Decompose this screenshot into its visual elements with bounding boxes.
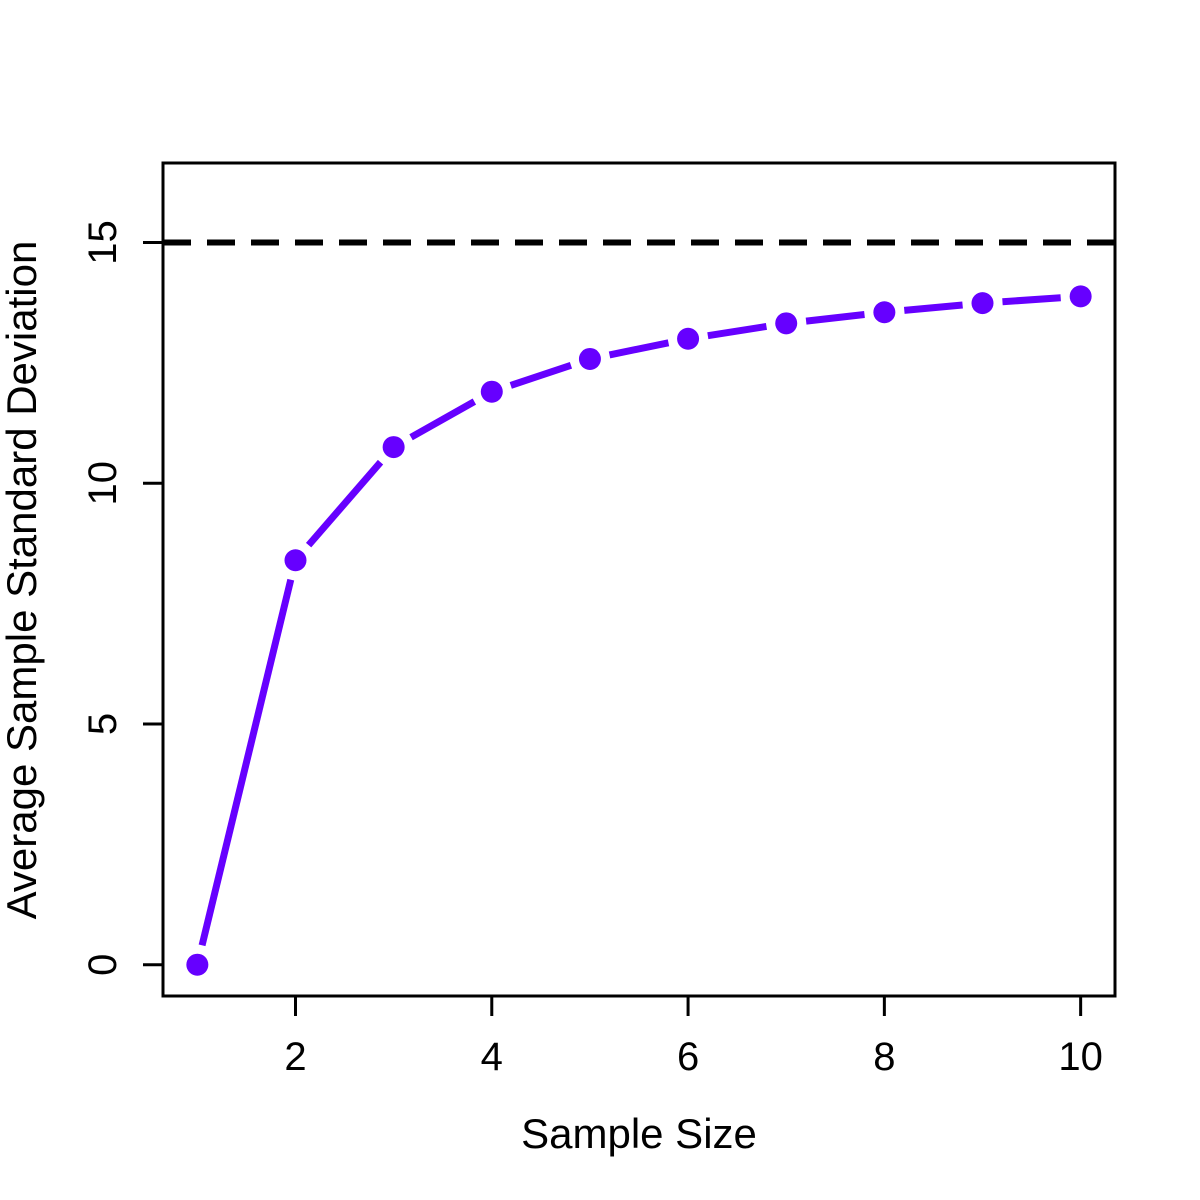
x-axis-title: Sample Size	[521, 1110, 757, 1157]
data-point	[775, 312, 798, 335]
series-line-segment	[509, 361, 573, 389]
series-line-segment	[903, 301, 963, 314]
series-line-segment	[305, 459, 384, 548]
series-line-segment	[805, 311, 865, 325]
marks-layer	[163, 239, 1115, 976]
data-point	[677, 327, 700, 350]
data-point	[873, 301, 896, 324]
x-tick-label: 4	[481, 1035, 503, 1079]
data-point	[578, 347, 601, 370]
data-point	[1069, 285, 1092, 308]
series-line-segment	[707, 322, 768, 340]
data-point	[971, 292, 994, 315]
axes-layer: 2 4 6 8 10 0 5 10 15	[81, 220, 1103, 1079]
y-tick-label: 5	[81, 713, 125, 735]
plot-frame	[161, 161, 1117, 998]
data-point	[382, 436, 405, 459]
data-point	[186, 953, 209, 976]
series-line-segment	[608, 339, 670, 359]
y-tick-label: 15	[81, 220, 125, 265]
x-tick-label: 6	[677, 1035, 699, 1079]
y-tick-label: 0	[81, 954, 125, 976]
x-tick-label: 2	[284, 1035, 306, 1079]
series-line-segment	[1002, 294, 1061, 306]
x-tick-label: 10	[1058, 1035, 1103, 1079]
series-line-segment	[198, 578, 295, 947]
y-axis-title: Average Sample Standard Deviation	[0, 241, 45, 920]
y-tick-label: 10	[81, 461, 125, 506]
data-point	[480, 380, 503, 403]
x-tick-label: 8	[873, 1035, 895, 1079]
series-line-segment	[409, 398, 477, 441]
data-point	[284, 549, 307, 572]
